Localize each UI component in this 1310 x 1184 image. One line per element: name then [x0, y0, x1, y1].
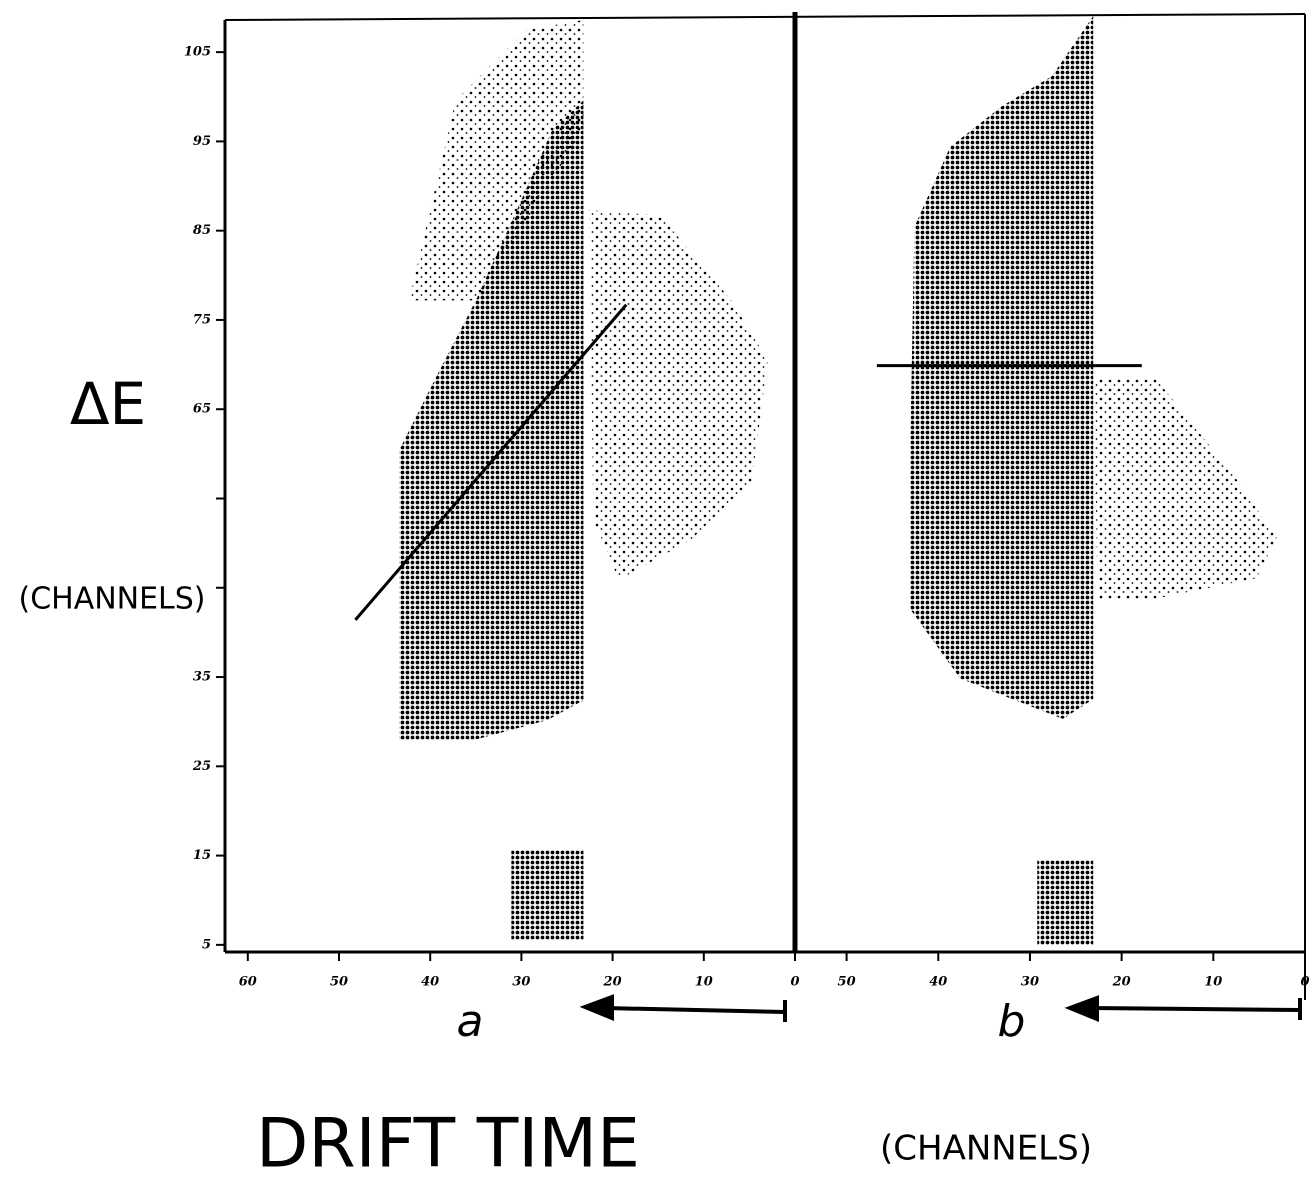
x-tick-label: 30: [1021, 975, 1039, 990]
y-tick-label: 85: [193, 223, 211, 238]
y-tick-label: 35: [193, 670, 211, 685]
x-tick-label: 60: [239, 975, 257, 990]
y-tick-label: 65: [193, 402, 211, 417]
arrow: [579, 994, 787, 1022]
axis-frame: [224, 13, 1306, 21]
y-tick-label: 75: [193, 312, 211, 327]
x-tick-label: 40: [421, 975, 439, 990]
x-tick-label: 0: [1300, 975, 1309, 990]
plots: [399, 16, 1277, 945]
fit-line: [354, 303, 628, 621]
y-tick-label: 25: [192, 759, 211, 774]
x-tick-label: 20: [603, 975, 622, 990]
x-tick-label: 0: [790, 975, 799, 990]
panel-label: b: [998, 996, 1026, 1047]
y-tick-label: 105: [184, 45, 211, 60]
x-tick-label: 20: [1112, 975, 1131, 990]
x-tick-label: 10: [695, 975, 713, 990]
x-tick-label: 30: [512, 975, 530, 990]
panel-label: a: [457, 996, 484, 1047]
y-tick-label: 15: [193, 848, 211, 863]
density-region: [409, 20, 584, 301]
arrow: [1064, 995, 1302, 1022]
y-axis-unit: (CHANNELS): [18, 582, 205, 617]
density-region: [399, 100, 584, 740]
y-tick-label: 95: [193, 134, 211, 149]
density-region: [909, 16, 1094, 719]
x-tick-label: 50: [838, 975, 856, 990]
y-tick-label: 5: [202, 937, 211, 952]
density-region: [588, 210, 768, 580]
density-region: [1037, 859, 1094, 945]
x-tick-label: 50: [330, 975, 348, 990]
x-axis-label: DRIFT TIME: [256, 1105, 640, 1184]
x-axis-unit: (CHANNELS): [880, 1129, 1092, 1169]
y-axis-label: ΔE: [70, 370, 146, 438]
density-region: [1093, 377, 1277, 599]
density-region: [511, 850, 584, 940]
x-tick-label: 40: [929, 975, 947, 990]
x-tick-label: 10: [1204, 975, 1222, 990]
